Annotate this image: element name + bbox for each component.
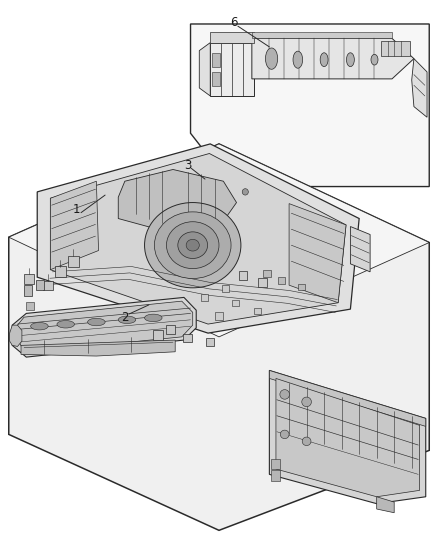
Ellipse shape bbox=[265, 48, 278, 69]
Bar bbox=[201, 294, 208, 301]
Bar bbox=[26, 302, 34, 310]
Polygon shape bbox=[276, 378, 420, 497]
Ellipse shape bbox=[371, 54, 378, 65]
Bar bbox=[278, 277, 285, 284]
Bar bbox=[239, 271, 247, 280]
Bar bbox=[24, 274, 34, 284]
Ellipse shape bbox=[242, 189, 248, 195]
Bar bbox=[263, 270, 271, 277]
Polygon shape bbox=[210, 43, 254, 96]
Bar bbox=[381, 41, 410, 56]
Polygon shape bbox=[252, 38, 414, 79]
Ellipse shape bbox=[154, 212, 231, 278]
Polygon shape bbox=[12, 297, 196, 357]
Ellipse shape bbox=[166, 222, 219, 269]
Bar bbox=[271, 470, 280, 481]
Ellipse shape bbox=[320, 53, 328, 67]
Polygon shape bbox=[37, 144, 359, 333]
Polygon shape bbox=[50, 154, 346, 324]
Ellipse shape bbox=[186, 239, 199, 251]
Ellipse shape bbox=[57, 320, 74, 328]
Bar bbox=[212, 72, 220, 86]
Ellipse shape bbox=[31, 322, 48, 330]
Polygon shape bbox=[10, 325, 22, 346]
Polygon shape bbox=[9, 144, 429, 530]
Ellipse shape bbox=[293, 51, 303, 68]
Polygon shape bbox=[9, 144, 429, 337]
Bar bbox=[43, 281, 53, 290]
Text: 6: 6 bbox=[230, 17, 238, 29]
Polygon shape bbox=[116, 173, 129, 236]
Bar bbox=[36, 280, 44, 290]
Bar bbox=[212, 53, 220, 67]
Bar bbox=[183, 334, 192, 342]
Bar bbox=[68, 256, 79, 266]
Bar bbox=[254, 308, 261, 314]
Polygon shape bbox=[252, 32, 392, 38]
Text: 1: 1 bbox=[73, 203, 81, 216]
Polygon shape bbox=[269, 370, 426, 504]
Bar bbox=[153, 330, 163, 340]
Bar bbox=[55, 266, 66, 277]
Polygon shape bbox=[118, 169, 237, 233]
Polygon shape bbox=[191, 24, 429, 187]
Ellipse shape bbox=[145, 314, 162, 321]
Ellipse shape bbox=[178, 232, 208, 259]
Ellipse shape bbox=[280, 430, 289, 439]
Polygon shape bbox=[210, 32, 254, 43]
Ellipse shape bbox=[118, 316, 136, 324]
Text: 3: 3 bbox=[184, 159, 191, 172]
Ellipse shape bbox=[145, 203, 241, 288]
Ellipse shape bbox=[346, 53, 354, 67]
Polygon shape bbox=[50, 181, 99, 270]
Bar bbox=[166, 325, 175, 334]
Polygon shape bbox=[377, 497, 394, 513]
Polygon shape bbox=[116, 173, 258, 187]
Polygon shape bbox=[412, 59, 427, 117]
Ellipse shape bbox=[186, 205, 199, 217]
Polygon shape bbox=[199, 43, 210, 96]
Ellipse shape bbox=[137, 189, 143, 195]
Bar bbox=[206, 338, 214, 346]
Polygon shape bbox=[21, 340, 175, 356]
Ellipse shape bbox=[302, 397, 311, 407]
Bar bbox=[215, 312, 223, 320]
Bar bbox=[24, 285, 32, 296]
Polygon shape bbox=[269, 370, 426, 426]
Bar bbox=[271, 459, 280, 469]
Bar bbox=[298, 284, 305, 290]
Polygon shape bbox=[350, 227, 370, 272]
Polygon shape bbox=[129, 236, 258, 243]
Ellipse shape bbox=[88, 318, 105, 326]
Text: 2: 2 bbox=[121, 311, 129, 324]
Ellipse shape bbox=[302, 437, 311, 446]
Ellipse shape bbox=[280, 390, 290, 399]
Bar bbox=[222, 285, 229, 292]
Polygon shape bbox=[129, 187, 258, 236]
Bar bbox=[232, 300, 239, 306]
Bar bbox=[258, 278, 267, 287]
Polygon shape bbox=[17, 301, 193, 353]
Polygon shape bbox=[289, 204, 346, 303]
